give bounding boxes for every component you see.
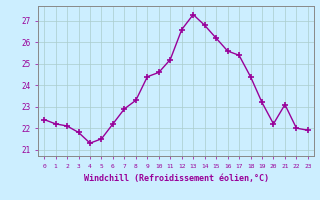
X-axis label: Windchill (Refroidissement éolien,°C): Windchill (Refroidissement éolien,°C): [84, 174, 268, 183]
